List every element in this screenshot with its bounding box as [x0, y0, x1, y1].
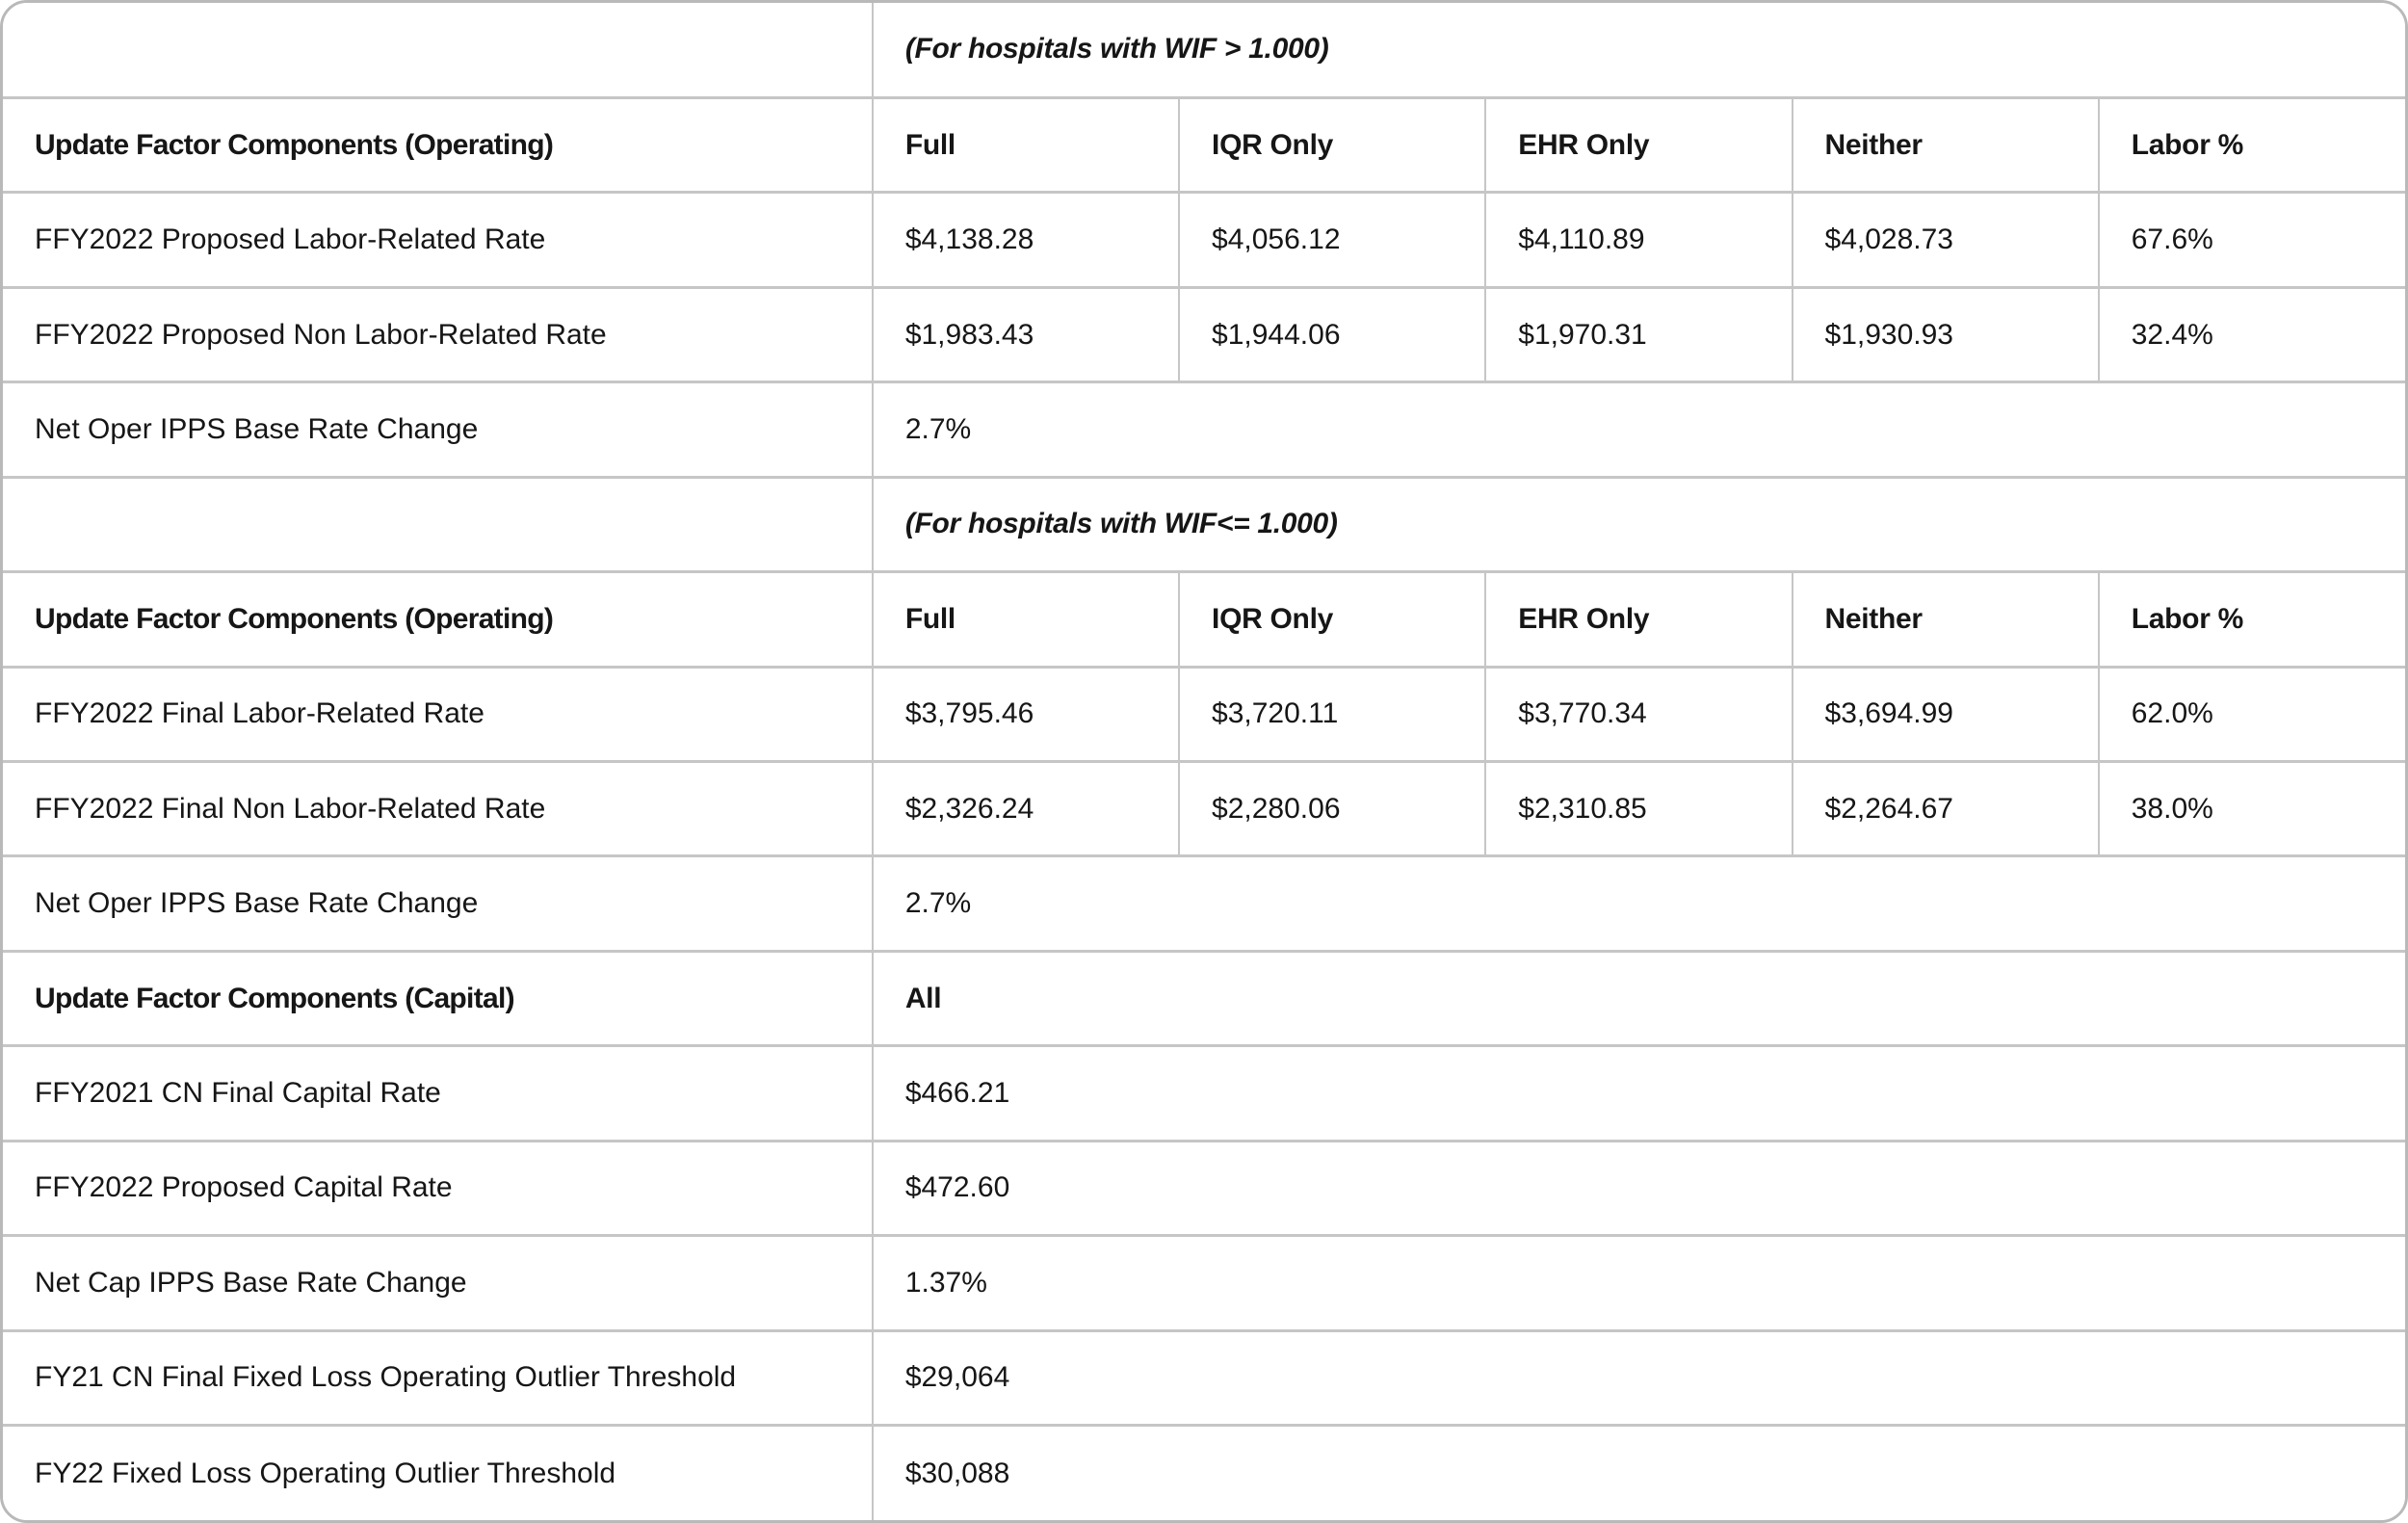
- value-cell: $3,720.11: [1178, 665, 1487, 764]
- section1-banner: (For hospitals with WIF > 1.000): [871, 3, 2405, 99]
- column-header-labor-pct: Labor %: [2097, 95, 2405, 195]
- table-row: FFY2022 Final Non Labor-Related Rate $2,…: [3, 759, 2405, 858]
- value-cell: $3,795.46: [871, 665, 1181, 764]
- row-label: FFY2022 Final Labor-Related Rate: [3, 665, 874, 764]
- value-cell-spanned: 2.7%: [871, 381, 2405, 479]
- table-row: Net Oper IPPS Base Rate Change 2.7%: [3, 381, 2405, 479]
- section2-banner: (For hospitals with WIF<= 1.000): [871, 475, 2405, 574]
- table-row: FFY2021 CN Final Capital Rate $466.21: [3, 1044, 2405, 1142]
- empty-cell: [3, 3, 874, 99]
- section2-header-label: Update Factor Components (Operating): [3, 570, 874, 669]
- value-cell: 38.0%: [2097, 759, 2405, 858]
- row-label: Net Cap IPPS Base Rate Change: [3, 1234, 874, 1332]
- column-header-neither: Neither: [1791, 570, 2100, 669]
- column-header-neither: Neither: [1791, 95, 2100, 195]
- row-label: FFY2022 Proposed Non Labor-Related Rate: [3, 285, 874, 384]
- column-header-ehr-only: EHR Only: [1484, 95, 1793, 195]
- value-cell-spanned: $466.21: [871, 1044, 2405, 1142]
- table-row: FY22 Fixed Loss Operating Outlier Thresh…: [3, 1424, 2405, 1520]
- value-cell: $2,326.24: [871, 759, 1181, 858]
- row-label: FFY2021 CN Final Capital Rate: [3, 1044, 874, 1142]
- value-cell-spanned: $472.60: [871, 1139, 2405, 1238]
- value-cell: $1,983.43: [871, 285, 1181, 384]
- row-label: FY22 Fixed Loss Operating Outlier Thresh…: [3, 1424, 874, 1520]
- value-cell: $2,264.67: [1791, 759, 2100, 858]
- value-cell: 67.6%: [2097, 191, 2405, 289]
- empty-cell: [3, 475, 874, 574]
- table-row: FFY2022 Proposed Non Labor-Related Rate …: [3, 285, 2405, 384]
- value-cell: $3,770.34: [1484, 665, 1793, 764]
- value-cell-spanned: 2.7%: [871, 854, 2405, 953]
- row-label: FFY2022 Final Non Labor-Related Rate: [3, 759, 874, 858]
- table-row: FFY2022 Proposed Labor-Related Rate $4,1…: [3, 191, 2405, 289]
- table-row: Update Factor Components (Operating) Ful…: [3, 570, 2405, 669]
- row-label: Net Oper IPPS Base Rate Change: [3, 854, 874, 953]
- table-row: FFY2022 Final Labor-Related Rate $3,795.…: [3, 665, 2405, 764]
- column-header-full: Full: [871, 570, 1181, 669]
- value-cell: $4,056.12: [1178, 191, 1487, 289]
- table-row: Net Oper IPPS Base Rate Change 2.7%: [3, 854, 2405, 953]
- value-cell: $1,930.93: [1791, 285, 2100, 384]
- table-row: Update Factor Components (Capital) All: [3, 949, 2405, 1048]
- table-row: (For hospitals with WIF<= 1.000): [3, 475, 2405, 574]
- table-row: FFY2022 Proposed Capital Rate $472.60: [3, 1139, 2405, 1238]
- value-cell: $2,280.06: [1178, 759, 1487, 858]
- column-header-full: Full: [871, 95, 1181, 195]
- table-row: Update Factor Components (Operating) Ful…: [3, 95, 2405, 195]
- row-label: FY21 CN Final Fixed Loss Operating Outli…: [3, 1328, 874, 1428]
- value-cell: $1,970.31: [1484, 285, 1793, 384]
- value-cell-spanned: 1.37%: [871, 1234, 2405, 1332]
- value-cell-spanned: $29,064: [871, 1328, 2405, 1428]
- column-header-ehr-only: EHR Only: [1484, 570, 1793, 669]
- table-row: Net Cap IPPS Base Rate Change 1.37%: [3, 1234, 2405, 1332]
- value-cell: $4,110.89: [1484, 191, 1793, 289]
- value-cell: $2,310.85: [1484, 759, 1793, 858]
- column-header-iqr-only: IQR Only: [1178, 570, 1487, 669]
- row-label: FFY2022 Proposed Labor-Related Rate: [3, 191, 874, 289]
- row-label: Net Oper IPPS Base Rate Change: [3, 381, 874, 479]
- value-cell: $4,028.73: [1791, 191, 2100, 289]
- table-row: (For hospitals with WIF > 1.000): [3, 3, 2405, 99]
- value-cell: $4,138.28: [871, 191, 1181, 289]
- row-label: FFY2022 Proposed Capital Rate: [3, 1139, 874, 1238]
- update-factor-rates-table: (For hospitals with WIF > 1.000) Update …: [3, 3, 2405, 1520]
- column-header-all: All: [871, 949, 2405, 1048]
- value-cell: $3,694.99: [1791, 665, 2100, 764]
- value-cell-spanned: $30,088: [871, 1424, 2405, 1520]
- column-header-labor-pct: Labor %: [2097, 570, 2405, 669]
- section1-header-label: Update Factor Components (Operating): [3, 95, 874, 195]
- value-cell: $1,944.06: [1178, 285, 1487, 384]
- value-cell: 62.0%: [2097, 665, 2405, 764]
- table-row: FY21 CN Final Fixed Loss Operating Outli…: [3, 1328, 2405, 1428]
- section3-header-label: Update Factor Components (Capital): [3, 949, 874, 1048]
- value-cell: 32.4%: [2097, 285, 2405, 384]
- column-header-iqr-only: IQR Only: [1178, 95, 1487, 195]
